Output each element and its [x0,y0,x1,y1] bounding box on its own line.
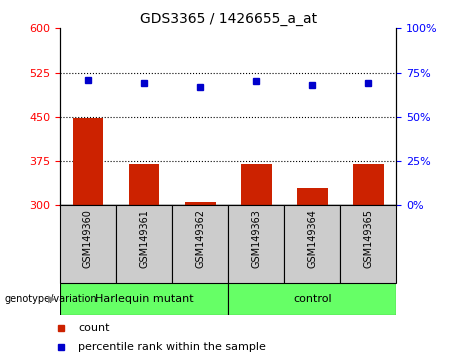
Bar [284,205,340,283]
Bar [297,188,328,205]
Text: percentile rank within the sample: percentile rank within the sample [78,342,266,352]
Bar [353,164,384,205]
Bar [185,202,216,205]
Text: ▶: ▶ [48,294,56,304]
Bar [60,205,116,283]
Title: GDS3365 / 1426655_a_at: GDS3365 / 1426655_a_at [140,12,317,26]
Text: GSM149360: GSM149360 [83,209,93,268]
Text: GSM149363: GSM149363 [251,209,261,268]
Bar [72,118,103,205]
Text: control: control [293,294,331,304]
Text: GSM149361: GSM149361 [139,209,149,268]
Bar [60,283,228,315]
Bar [241,164,272,205]
Text: GSM149362: GSM149362 [195,209,205,268]
Bar [228,283,396,315]
Text: GSM149365: GSM149365 [363,209,373,268]
Bar [116,205,172,283]
Bar [172,205,228,283]
Text: GSM149364: GSM149364 [307,209,317,268]
Text: count: count [78,323,110,333]
Bar [228,205,284,283]
Bar [340,205,396,283]
Text: Harlequin mutant: Harlequin mutant [95,294,193,304]
Bar [129,164,160,205]
Text: genotype/variation: genotype/variation [5,294,97,304]
